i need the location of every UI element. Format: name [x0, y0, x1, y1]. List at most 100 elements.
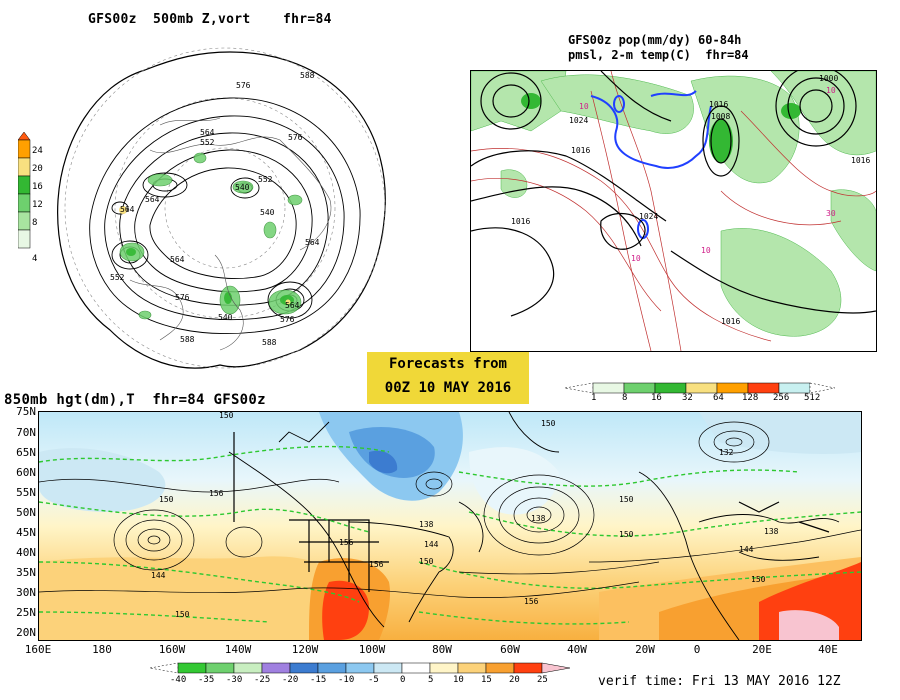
precip-colorbar-svg — [564, 382, 836, 394]
temp-tick-20: 20 — [509, 675, 520, 685]
hgt-label-138-c: 138 — [764, 527, 779, 536]
temp-tick-m35: -35 — [198, 675, 215, 685]
hgt-label-150-c: 150 — [175, 610, 190, 619]
precip-tick-16: 16 — [651, 393, 662, 403]
lon-40W: 40W — [567, 643, 587, 656]
lat-45N: 45N — [16, 526, 36, 539]
hgt-label-150-a: 150 — [219, 412, 234, 420]
temp-tick-5: 5 — [428, 675, 434, 685]
precip-pmsl-map: 1024 1016 1024 1016 1008 1000 1016 1016 … — [470, 70, 877, 352]
temp-tick-m10: -10 — [338, 675, 355, 685]
lon-120W: 120W — [291, 643, 319, 656]
precip-tick-1: 1 — [591, 393, 597, 403]
lat-70N: 70N — [16, 426, 36, 439]
verif-time: verif time: Fri 13 MAY 2016 12Z — [598, 674, 841, 689]
polar-map-svg: 576 588 564 552 540 564 552 564 576 540 … — [57, 47, 386, 369]
precip-tick-32: 32 — [682, 393, 693, 403]
lat-20N: 20N — [16, 626, 36, 639]
temp-label-10-b: 10 — [631, 254, 641, 263]
hgt-label-150-e: 150 — [541, 419, 556, 428]
precip-tick-64: 64 — [713, 393, 724, 403]
vort-tick-4: 4 — [32, 254, 38, 264]
lon-100W: 100W — [358, 643, 386, 656]
isobar-label-1016-d: 1016 — [851, 156, 870, 165]
polar-label-564-b: 564 — [305, 238, 320, 247]
polar-map-title: GFS00z 500mb Z,vort fhr=84 — [88, 12, 332, 27]
temp-tick-m25: -25 — [254, 675, 271, 685]
temp-tick-15: 15 — [481, 675, 492, 685]
lat-65N: 65N — [16, 446, 36, 459]
vort-tick-16: 16 — [32, 182, 43, 192]
hgt-label-156-a: 156 — [209, 489, 224, 498]
hgt-label-150-f: 150 — [619, 495, 634, 504]
polar-label-588-a: 588 — [300, 71, 315, 80]
vort-tick-24: 24 — [32, 146, 43, 156]
lon-160W: 160W — [158, 643, 186, 656]
polar-label-576-a: 576 — [236, 81, 251, 90]
precip-map-title-line1: GFS00z pop(mm/dy) 60-84h — [568, 33, 742, 47]
lat-60N: 60N — [16, 466, 36, 479]
lon-180: 180 — [92, 643, 112, 656]
lon-60W: 60W — [500, 643, 520, 656]
polar-label-552-a: 552 — [200, 138, 215, 147]
hgt-label-150-g: 150 — [751, 575, 766, 584]
polar-500mb-map: 576 588 564 552 540 564 552 564 576 540 … — [0, 30, 440, 385]
temp-label-10-a: 10 — [579, 102, 589, 111]
isobar-label-1000: 1000 — [819, 74, 838, 83]
polar-label-540-a: 540 — [235, 183, 250, 192]
temp-label-10-d: 10 — [826, 86, 836, 95]
vort-tick-8: 8 — [32, 218, 38, 228]
lon-80W: 80W — [432, 643, 452, 656]
isobar-label-1024-b: 1024 — [639, 212, 658, 221]
precip-tick-256: 256 — [773, 393, 790, 403]
temp-tick-25: 25 — [537, 675, 548, 685]
lon-20W: 20W — [635, 643, 655, 656]
banner-line1: Forecasts from — [388, 356, 507, 372]
lat-40N: 40N — [16, 546, 36, 559]
lon-160E: 160E — [24, 643, 52, 656]
forecast-banner: Forecasts from 00Z 10 MAY 2016 — [367, 352, 529, 404]
temperature-colorbar: -40 -35 -30 -25 -20 -15 -10 -5 0 5 10 15… — [149, 660, 580, 698]
isobar-label-1016-c: 1016 — [511, 217, 530, 226]
temp-label-10-c: 10 — [701, 246, 711, 255]
hgt-label-150-b: 150 — [159, 495, 174, 504]
vorticity-colorbar-svg — [18, 132, 31, 249]
hgt-label-156-c: 156 — [369, 560, 384, 569]
isobar-label-1024-a: 1024 — [569, 116, 588, 125]
polar-label-588-c: 588 — [262, 338, 277, 347]
polar-label-576-b: 576 — [288, 133, 303, 142]
lat-25N: 25N — [16, 606, 36, 619]
temperature-colorbar-svg — [149, 662, 571, 674]
hgt-label-132: 132 — [719, 448, 734, 457]
isobar-label-1016-e: 1016 — [721, 317, 740, 326]
hgt-label-150-d: 150 — [419, 557, 434, 566]
lon-20E: 20E — [752, 643, 772, 656]
polar-label-564-d: 564 — [285, 301, 300, 310]
hgt-label-138-b: 138 — [531, 514, 546, 523]
hgt-label-150-h: 150 — [619, 530, 634, 539]
polar-label-564-e: 564 — [120, 205, 135, 214]
hgt850-map-title: 850mb hgt(dm),T fhr=84 GFS00z — [4, 392, 266, 408]
temp-tick-10: 10 — [453, 675, 464, 685]
vort-tick-12: 12 — [32, 200, 43, 210]
polar-label-552-b: 552 — [258, 175, 273, 184]
vorticity-colorbar: 24 20 16 12 8 4 — [18, 132, 43, 264]
hgt-label-156-d: 156 — [524, 597, 539, 606]
lon-140W: 140W — [224, 643, 252, 656]
precip-map-title-line2: pmsl, 2-m temp(C) fhr=84 — [568, 48, 749, 62]
temp-tick-m15: -15 — [310, 675, 327, 685]
lon-0: 0 — [693, 643, 701, 656]
lon-40E: 40E — [818, 643, 838, 656]
hgt-label-144-b: 144 — [424, 540, 439, 549]
temp-tick-m40: -40 — [170, 675, 187, 685]
precip-map-svg: 1024 1016 1024 1016 1008 1000 1016 1016 … — [471, 71, 876, 351]
polar-label-564-f: 564 — [145, 195, 160, 204]
isobar-label-1016-a: 1016 — [571, 146, 590, 155]
banner-line2: 00Z 10 MAY 2016 — [384, 380, 512, 396]
temp-tick-m20: -20 — [282, 675, 299, 685]
hgt-label-138-a: 138 — [419, 520, 434, 529]
precip-tick-512: 512 — [804, 393, 821, 403]
polar-label-576-c: 576 — [280, 315, 295, 324]
temp-tick-m30: -30 — [226, 675, 243, 685]
polar-label-564-c: 564 — [170, 255, 185, 264]
